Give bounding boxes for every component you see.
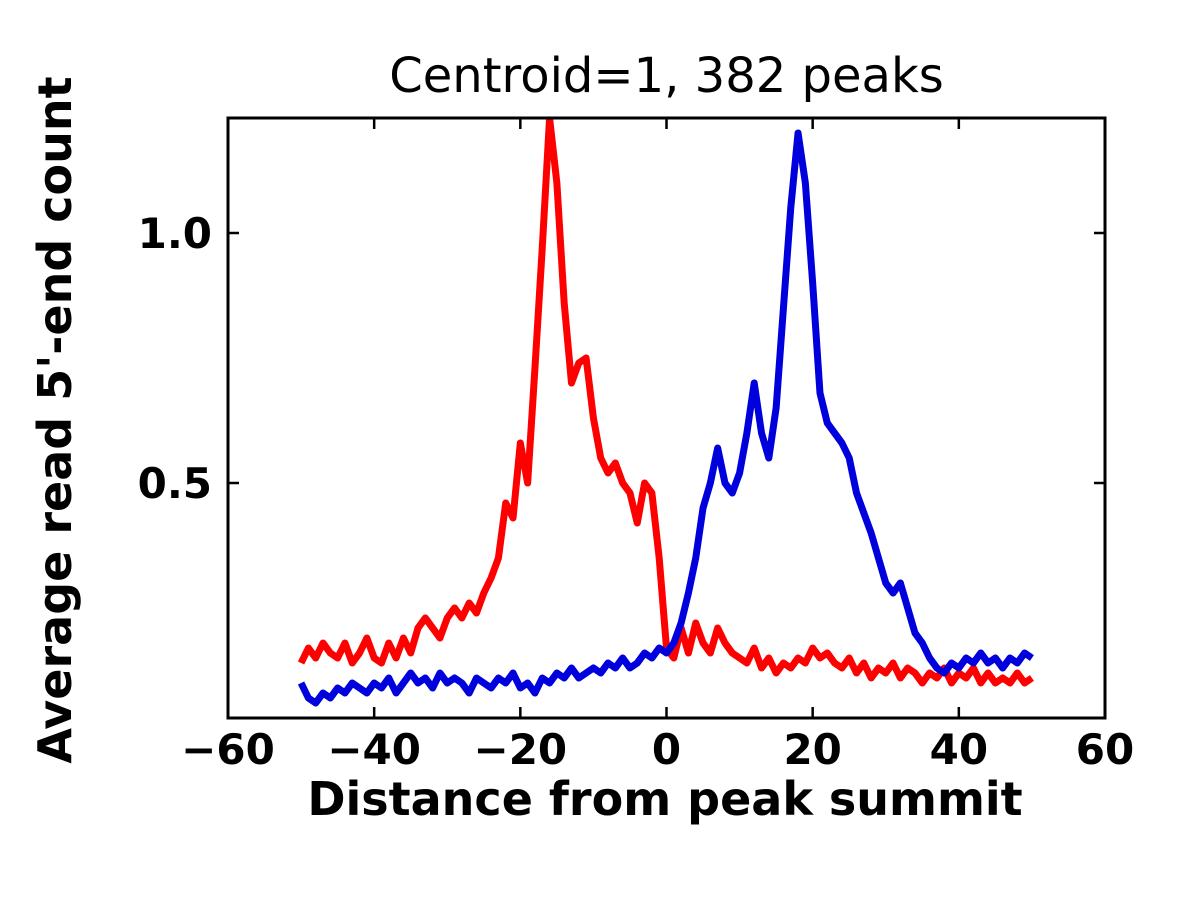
- x-tick-label: −40: [327, 725, 421, 774]
- x-tick-label: 20: [783, 725, 841, 774]
- series-line-reverse-strand-reads: [297, 129, 1034, 707]
- x-tick-label: 60: [1076, 725, 1134, 774]
- x-tick-label: 40: [930, 725, 988, 774]
- y-axis-label: Average read 5'-end count: [28, 76, 82, 764]
- x-tick-label: −60: [181, 725, 275, 774]
- x-axis-label: Distance from peak summit: [307, 772, 1023, 826]
- x-tick-label: 0: [652, 725, 681, 774]
- y-tick-label: 1.0: [138, 209, 212, 258]
- y-tick-label: 0.5: [138, 459, 212, 508]
- series-line-forward-strand-reads: [297, 118, 1034, 687]
- chart-title: Centroid=1, 382 peaks: [389, 48, 944, 104]
- x-tick-label: −20: [474, 725, 568, 774]
